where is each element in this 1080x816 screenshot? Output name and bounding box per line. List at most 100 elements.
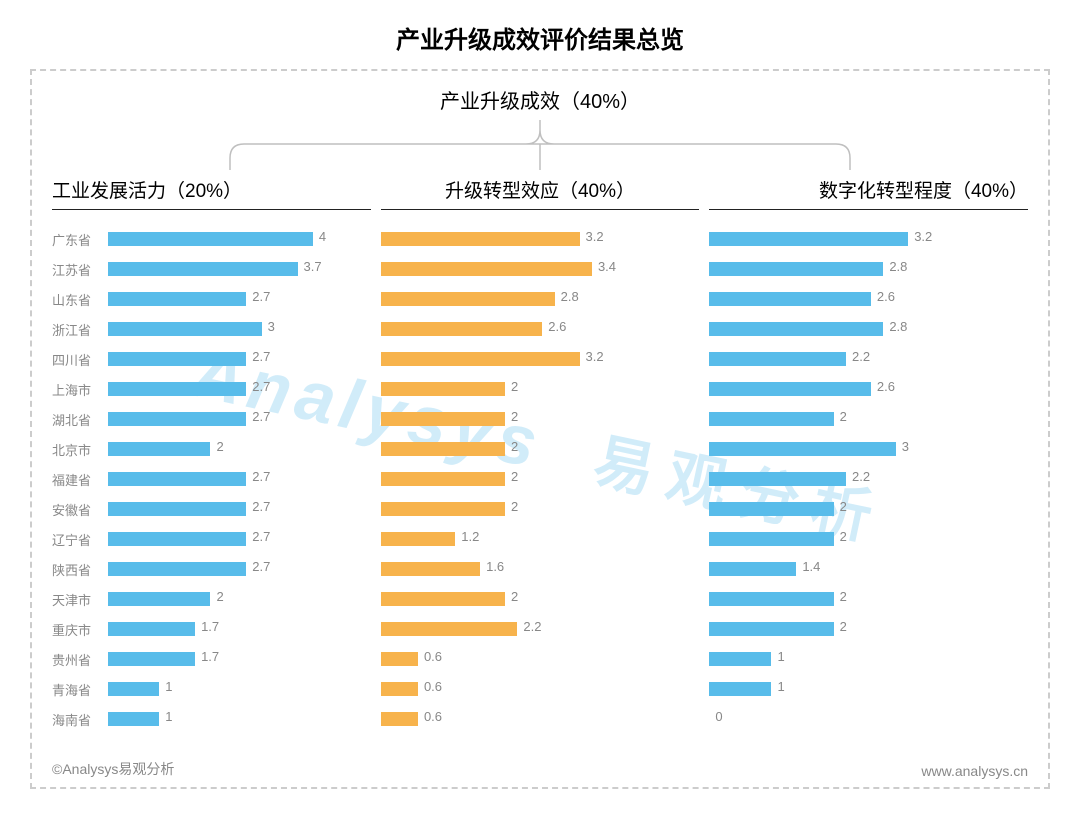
bar xyxy=(108,592,210,606)
bar-row: 湖北省 2.7 xyxy=(52,404,371,434)
bar-track: 2 xyxy=(709,502,1028,516)
bar-value-label: 3.2 xyxy=(586,229,604,244)
bar-track: 1.6 xyxy=(381,562,700,576)
bar-row: 2.8 xyxy=(709,254,1028,284)
bar-row: 2.6 xyxy=(709,374,1028,404)
bar xyxy=(108,502,246,516)
category-label: 福建省 xyxy=(52,470,108,489)
bar xyxy=(381,502,505,516)
bar-row: 2.2 xyxy=(709,464,1028,494)
bar xyxy=(709,262,883,276)
bar-track: 1.4 xyxy=(709,562,1028,576)
category-label: 浙江省 xyxy=(52,320,108,339)
chart-column: 升级转型效应（40%）3.23.42.82.63.2222221.21.622.… xyxy=(381,176,700,734)
bar-track: 3 xyxy=(709,442,1028,456)
bar-track: 2 xyxy=(709,412,1028,426)
bar-row: 天津市2 xyxy=(52,584,371,614)
bar xyxy=(108,232,313,246)
bar xyxy=(108,472,246,486)
bar-track: 2.7 xyxy=(108,292,371,306)
bar-track: 3.2 xyxy=(381,232,700,246)
bar-track: 2 xyxy=(709,532,1028,546)
bar-track: 1.7 xyxy=(108,652,371,666)
bar-value-label: 2 xyxy=(840,499,847,514)
bar-track: 1.7 xyxy=(108,622,371,636)
bar xyxy=(108,412,246,426)
bar-track: 2 xyxy=(709,592,1028,606)
bar xyxy=(108,322,262,336)
bar-track: 1 xyxy=(108,712,371,726)
bar-value-label: 0 xyxy=(715,709,722,724)
bar-value-label: 2 xyxy=(511,379,518,394)
bar xyxy=(709,592,833,606)
bar-value-label: 0.6 xyxy=(424,649,442,664)
bar-rows: 广东省4江苏省3.7山东省2.7浙江省3四川省2.7上海市2.7湖北省2.7北京… xyxy=(52,224,371,734)
bar-row: 广东省4 xyxy=(52,224,371,254)
bar-track: 2 xyxy=(709,622,1028,636)
bar-value-label: 2.8 xyxy=(561,289,579,304)
bar-track: 2.7 xyxy=(108,412,371,426)
category-label: 上海市 xyxy=(52,380,108,399)
category-label: 山东省 xyxy=(52,290,108,309)
bar-row: 3 xyxy=(709,434,1028,464)
bar-value-label: 2.2 xyxy=(852,349,870,364)
bar-row: 青海省1 xyxy=(52,674,371,704)
bar xyxy=(381,292,555,306)
bar-row: 山东省2.7 xyxy=(52,284,371,314)
footer-copyright: ©Analysys易观分析 xyxy=(52,759,174,779)
bar-track: 0.6 xyxy=(381,682,700,696)
bar-value-label: 3.2 xyxy=(586,349,604,364)
bar-rows: 3.22.82.62.82.22.6232.2221.422110 xyxy=(709,224,1028,734)
bar xyxy=(108,382,246,396)
bar-value-label: 2.7 xyxy=(252,409,270,424)
bar-row: 3.2 xyxy=(709,224,1028,254)
bar-track: 3 xyxy=(108,322,371,336)
bar-value-label: 2.7 xyxy=(252,499,270,514)
bar-row: 四川省2.7 xyxy=(52,344,371,374)
bar-value-label: 2.6 xyxy=(548,319,566,334)
bar-row: 1 xyxy=(709,674,1028,704)
bar-value-label: 2.7 xyxy=(252,349,270,364)
bar-value-label: 2 xyxy=(511,409,518,424)
bar-value-label: 0.6 xyxy=(424,679,442,694)
bar-row: 0.6 xyxy=(381,644,700,674)
bar xyxy=(709,652,771,666)
bar-track: 2.2 xyxy=(709,472,1028,486)
bar xyxy=(381,532,456,546)
bar-row: 1 xyxy=(709,644,1028,674)
bar-row: 福建省2.7 xyxy=(52,464,371,494)
bar-value-label: 3 xyxy=(902,439,909,454)
bar-value-label: 0.6 xyxy=(424,709,442,724)
bar-track: 2.7 xyxy=(108,502,371,516)
bar-value-label: 2 xyxy=(216,589,223,604)
bar-row: 1.6 xyxy=(381,554,700,584)
bar xyxy=(381,352,580,366)
bar xyxy=(709,292,871,306)
bar xyxy=(381,322,543,336)
bar-row: 安徽省2.7 xyxy=(52,494,371,524)
footer-url: www.analysys.cn xyxy=(921,763,1028,779)
bar-row: 2 xyxy=(709,524,1028,554)
chart-column: 工业发展活力（20%）广东省4江苏省3.7山东省2.7浙江省3四川省2.7上海市… xyxy=(52,176,371,734)
bar-track: 2 xyxy=(381,442,700,456)
bar-track: 4 xyxy=(108,232,371,246)
bar-track: 1 xyxy=(108,682,371,696)
bar-row: 重庆市1.7 xyxy=(52,614,371,644)
bar-row: 江苏省3.7 xyxy=(52,254,371,284)
bar-value-label: 3.4 xyxy=(598,259,616,274)
bar-row: 上海市2.7 xyxy=(52,374,371,404)
bar-value-label: 2.7 xyxy=(252,559,270,574)
category-label: 湖北省 xyxy=(52,410,108,429)
bar-value-label: 2 xyxy=(511,589,518,604)
category-label: 辽宁省 xyxy=(52,530,108,549)
bar xyxy=(709,502,833,516)
category-label: 陕西省 xyxy=(52,560,108,579)
bar-track: 2 xyxy=(381,592,700,606)
bar-track: 2.8 xyxy=(709,262,1028,276)
bar-value-label: 2.8 xyxy=(889,319,907,334)
bar-row: 2 xyxy=(709,584,1028,614)
bar-row: 2.8 xyxy=(709,314,1028,344)
bar xyxy=(709,322,883,336)
chart-frame: 产业升级成效（40%） Analysys 易观分析 工业发展活力（20%）广东省… xyxy=(30,69,1050,789)
bar-row: 3.2 xyxy=(381,224,700,254)
